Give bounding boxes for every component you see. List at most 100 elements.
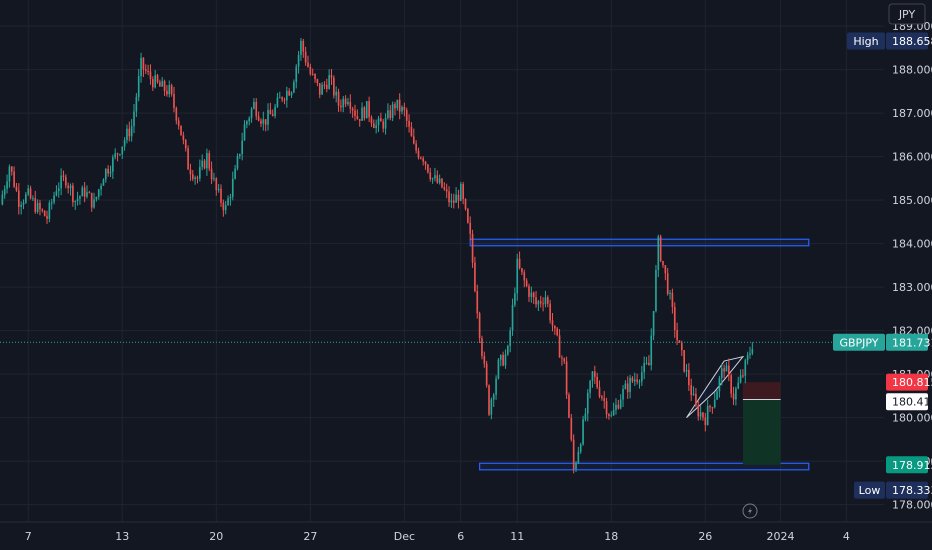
- candle-body: [474, 262, 476, 292]
- candle-body: [135, 96, 138, 112]
- candle-body: [363, 107, 366, 119]
- candle: [365, 101, 368, 119]
- time-tick-label: 2024: [767, 530, 795, 543]
- candle: [523, 269, 526, 288]
- candle: [234, 165, 236, 180]
- stop-loss-area[interactable]: [742, 382, 781, 400]
- overlays: [0, 341, 884, 519]
- candle: [417, 147, 420, 160]
- time-axis[interactable]: 7 13 20 27 Dec 6 11 18 26 2024 4: [0, 521, 932, 543]
- candle-body: [523, 272, 526, 281]
- candle: [93, 192, 95, 209]
- candle: [584, 407, 587, 422]
- lightning-icon[interactable]: [742, 503, 758, 519]
- price-axis[interactable]: 189.000188.000187.000186.000185.000184.0…: [884, 0, 932, 550]
- candle: [255, 98, 258, 120]
- candle-body: [133, 111, 135, 127]
- take-profit-area[interactable]: [742, 399, 781, 465]
- candle-body: [159, 82, 161, 87]
- candle-body: [511, 304, 514, 331]
- candle-body: [123, 140, 126, 147]
- candle-body: [455, 194, 457, 203]
- support-zone[interactable]: [479, 462, 810, 471]
- candle-body: [271, 114, 274, 116]
- candle: [690, 378, 693, 401]
- candle: [8, 164, 11, 188]
- candle: [260, 118, 262, 128]
- candle-body: [253, 101, 255, 109]
- candle-body: [281, 97, 283, 100]
- candle-body: [405, 109, 408, 121]
- candle: [549, 299, 551, 324]
- price-tick-label: 185.000: [892, 194, 932, 207]
- low-tag-prefix-bg: [854, 481, 885, 499]
- candle-body: [516, 258, 519, 294]
- candle: [490, 397, 493, 420]
- candle: [664, 265, 667, 281]
- candle: [572, 434, 575, 474]
- candle: [544, 290, 547, 308]
- candle: [67, 182, 70, 194]
- candle: [443, 182, 446, 191]
- candle-body: [76, 198, 79, 201]
- candle: [29, 185, 32, 200]
- candle-body: [39, 202, 41, 210]
- candle-body: [387, 110, 389, 118]
- candle-body: [464, 199, 467, 209]
- candle: [281, 96, 283, 103]
- candle-body: [156, 75, 159, 83]
- candle: [257, 111, 260, 122]
- candle-body: [208, 153, 211, 169]
- candle: [65, 174, 67, 189]
- candle: [617, 399, 620, 410]
- candle: [643, 356, 646, 380]
- candle: [95, 196, 98, 202]
- candle-body: [351, 108, 354, 111]
- candle: [323, 81, 326, 90]
- candle: [429, 167, 432, 182]
- candle: [532, 291, 535, 304]
- candle: [309, 63, 312, 76]
- high-tag: High 188.658: [847, 32, 932, 50]
- grid: [0, 0, 884, 522]
- candle: [236, 153, 239, 171]
- candle-body: [521, 268, 523, 273]
- currency-button[interactable]: JPY: [888, 3, 926, 25]
- candle: [659, 234, 662, 263]
- candle-body: [739, 375, 742, 383]
- candle-body: [438, 178, 441, 183]
- candle: [206, 148, 208, 176]
- candle-body: [17, 190, 20, 207]
- resistance-zone[interactable]: [469, 238, 810, 247]
- candle-body: [427, 164, 429, 173]
- candle-body: [535, 297, 537, 305]
- candle-body: [97, 189, 100, 197]
- candle-body: [60, 175, 62, 189]
- candle-body: [631, 377, 634, 382]
- candle: [631, 376, 634, 384]
- candle: [539, 295, 542, 308]
- candle-body: [492, 394, 495, 400]
- candle: [333, 75, 335, 99]
- candle-body: [709, 405, 711, 408]
- high-tag-prefix-bg: [847, 32, 885, 50]
- candle-body: [706, 405, 709, 426]
- candle-body: [27, 188, 30, 195]
- candle-body: [610, 415, 613, 417]
- lightning-icon-bolt: [748, 507, 752, 515]
- candle-body: [20, 204, 22, 207]
- candle-body: [246, 121, 248, 125]
- candle-body: [107, 168, 109, 174]
- candle: [608, 413, 610, 420]
- candle-body: [678, 340, 681, 343]
- candle: [227, 195, 229, 206]
- candle-body: [720, 368, 723, 378]
- candle: [196, 175, 199, 184]
- candle: [514, 287, 516, 307]
- candle-body: [168, 85, 171, 95]
- candle: [391, 101, 394, 122]
- candle-body: [544, 297, 547, 305]
- candle: [593, 365, 596, 384]
- candle: [55, 185, 58, 197]
